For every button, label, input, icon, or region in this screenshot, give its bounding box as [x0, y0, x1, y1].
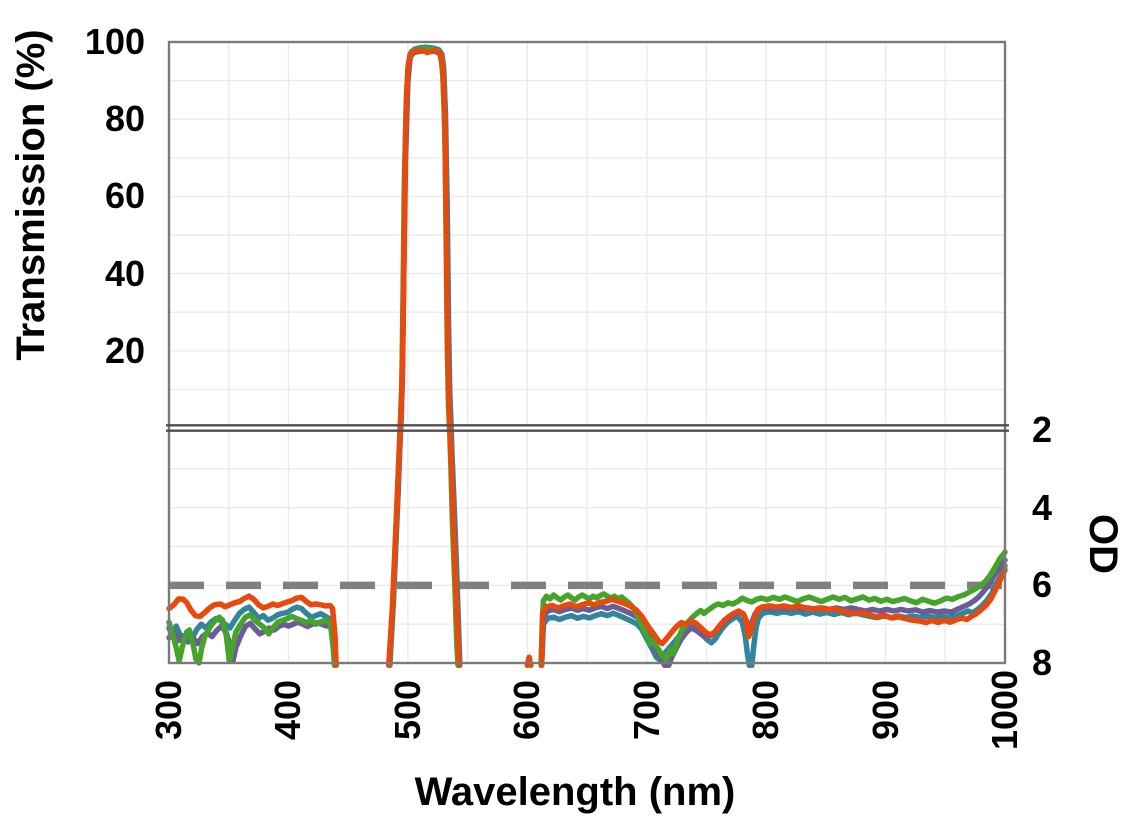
left-tick-100: 100 [84, 21, 145, 62]
left-tick-40: 40 [104, 252, 145, 294]
x-tick-1000: 1000 [984, 669, 1025, 751]
right-tick-2: 2 [1032, 409, 1053, 450]
x-tick-800: 800 [745, 679, 787, 741]
right-tick-8: 8 [1032, 642, 1053, 683]
x-axis-title-wavelength: Wavelength (nm) [414, 770, 736, 814]
left-tick-60: 60 [104, 175, 145, 217]
x-tick-400: 400 [267, 679, 309, 741]
x-tick-500: 500 [386, 679, 428, 741]
x-tick-300: 300 [148, 679, 189, 741]
x-tick-900: 900 [864, 679, 906, 741]
left-tick-80: 80 [104, 98, 145, 140]
right-tick-6: 6 [1032, 564, 1053, 606]
left-tick-20: 20 [104, 329, 145, 371]
x-tick-700: 700 [625, 679, 667, 741]
series-line-series-4-orange [166, 47, 1008, 669]
plot-border [167, 40, 1007, 665]
x-tick-600: 600 [506, 679, 548, 741]
right-tick-4: 4 [1032, 486, 1053, 528]
axis-break-gap [166, 423, 1009, 433]
